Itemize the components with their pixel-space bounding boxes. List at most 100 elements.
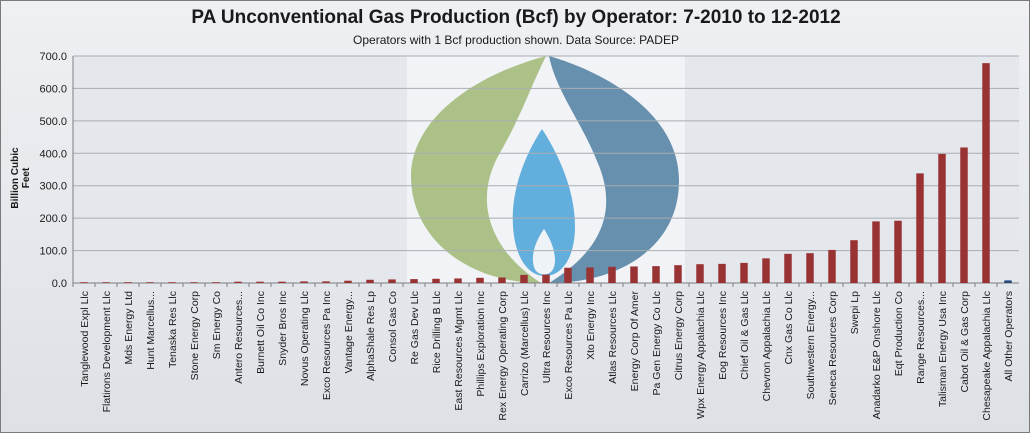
chart-subtitle: Operators with 1 Bcf production shown. D… <box>353 33 679 47</box>
x-tick-label: Novus Operating Llc <box>299 291 311 386</box>
x-tick-label: Rice Drilling B Llc <box>431 291 443 373</box>
bar <box>894 220 902 283</box>
y-tick-label: 300.0 <box>39 181 67 193</box>
x-tick-label: All Other Operators <box>1003 291 1015 381</box>
bar <box>520 274 528 283</box>
x-tick-label: Carrizo (Marcellus) Llc <box>519 291 531 396</box>
y-tick-label: 500.0 <box>39 116 67 128</box>
x-tick-label: Ultra Resources Inc <box>541 291 553 383</box>
bar <box>762 258 770 283</box>
x-tick-label: Rex Energy Operating Corp <box>497 291 509 421</box>
x-tick-label: Stone Energy Corp <box>189 291 201 380</box>
bar <box>960 147 968 283</box>
x-tick-label: Burnett Oil Co Inc <box>255 291 267 374</box>
bar <box>322 281 330 283</box>
x-tick-label: Exco Resources Pa Llc <box>563 291 575 400</box>
x-tick-label: Flatirons Development Llc <box>101 291 113 412</box>
bar <box>1004 280 1012 283</box>
bar <box>850 240 858 283</box>
x-tick-label: Chesapeake Appalachia Llc <box>981 291 993 421</box>
x-tick-label: Eog Resources Inc <box>717 291 729 380</box>
bar <box>454 278 462 283</box>
x-tick-label: Citrus Energy Corp <box>673 291 685 380</box>
bar <box>498 277 506 283</box>
x-tick-label: Pa Gen Energy Co Llc <box>651 291 663 395</box>
x-tick-label: Wpx Energy Appalachia Llc <box>695 291 707 419</box>
bar <box>124 282 132 283</box>
logo-flame-core <box>532 229 555 275</box>
x-tick-label: Swepi Lp <box>849 291 861 334</box>
bar <box>80 282 88 283</box>
flame-logo-watermark <box>407 56 685 283</box>
x-tick-label: Snyder Bros Inc <box>277 291 289 366</box>
bar <box>168 282 176 283</box>
x-tick-label: Tenaska Res Llc <box>167 291 179 368</box>
x-tick-label: Xto Energy Inc <box>585 291 597 360</box>
x-tick-label: Mds Energy Ltd <box>123 291 135 365</box>
bar <box>982 63 990 284</box>
bar <box>388 279 396 283</box>
x-tick-label: Southwestern Energy... <box>805 291 817 399</box>
x-tick-label: Cnx Gas Co Llc <box>783 291 795 365</box>
bar <box>234 281 242 283</box>
bar <box>872 221 880 283</box>
bar <box>432 278 440 283</box>
bar <box>784 253 792 283</box>
logo-inner-flame <box>512 129 575 276</box>
bar <box>806 253 814 283</box>
x-tick-label: Re Gas Dev Llc <box>409 291 421 365</box>
x-tick-label: Phillips Exploration Inc <box>475 291 487 397</box>
x-tick-label: Antero Resources... <box>233 291 245 384</box>
x-tick-label: AlphaShale Res Lp <box>365 291 377 381</box>
bar <box>740 262 748 283</box>
bar <box>146 282 154 283</box>
logo-green-leaf <box>411 56 546 283</box>
y-tick-label: 100.0 <box>39 246 67 258</box>
bar <box>344 280 352 283</box>
x-tick-label: Eqt Production Co <box>893 291 905 376</box>
y-tick-label: 200.0 <box>39 213 67 225</box>
chart-title: PA Unconventional Gas Production (Bcf) b… <box>191 7 841 28</box>
x-tick-label: Range Resources... <box>915 291 927 384</box>
x-tick-label: Seneca Resources Corp <box>827 291 839 406</box>
x-tick-label: Tanglewood Expl Llc <box>79 291 91 387</box>
x-tick-label: Exco Resources Pa Inc <box>321 291 333 400</box>
x-tick-label: East Resources Mgmt Llc <box>453 291 465 411</box>
bar <box>102 282 110 283</box>
x-tick-label: Hunt Marcellus... <box>145 291 157 370</box>
y-tick-label: 0.0 <box>52 278 67 290</box>
x-tick-label: Atlas Resources Llc <box>607 291 619 384</box>
logo-blue-leaf <box>549 56 679 283</box>
bar <box>564 267 572 283</box>
bar <box>718 263 726 283</box>
y-tick-label: 400.0 <box>39 148 67 160</box>
x-tick-label: Chevron Appalachia Llc <box>761 291 773 401</box>
x-tick-label: Vantage Energy... <box>343 291 355 374</box>
bar <box>256 281 264 283</box>
bar <box>608 266 616 283</box>
bar <box>938 153 946 283</box>
x-tick-label: Anadarko E&P Onshore Llc <box>871 291 883 419</box>
bar <box>652 266 660 283</box>
bar <box>828 249 836 283</box>
y-tick-label: 700.0 <box>39 51 67 63</box>
bar <box>190 282 198 283</box>
x-tick-label: Energy Corp Of Amer <box>629 291 641 392</box>
bar <box>300 281 308 283</box>
bar <box>366 279 374 283</box>
x-tick-label: Cabot Oil & Gas Corp <box>959 291 971 393</box>
bar <box>674 265 682 283</box>
x-tick-label: Talisman Energy Usa Inc <box>937 291 949 407</box>
bar <box>212 282 220 283</box>
bar <box>630 266 638 283</box>
bar <box>542 274 550 283</box>
bar <box>696 264 704 283</box>
bar <box>916 173 924 283</box>
y-tick-label: 600.0 <box>39 83 67 95</box>
bar <box>586 267 594 283</box>
bar <box>410 279 418 283</box>
bar <box>476 277 484 283</box>
bar <box>278 281 286 283</box>
